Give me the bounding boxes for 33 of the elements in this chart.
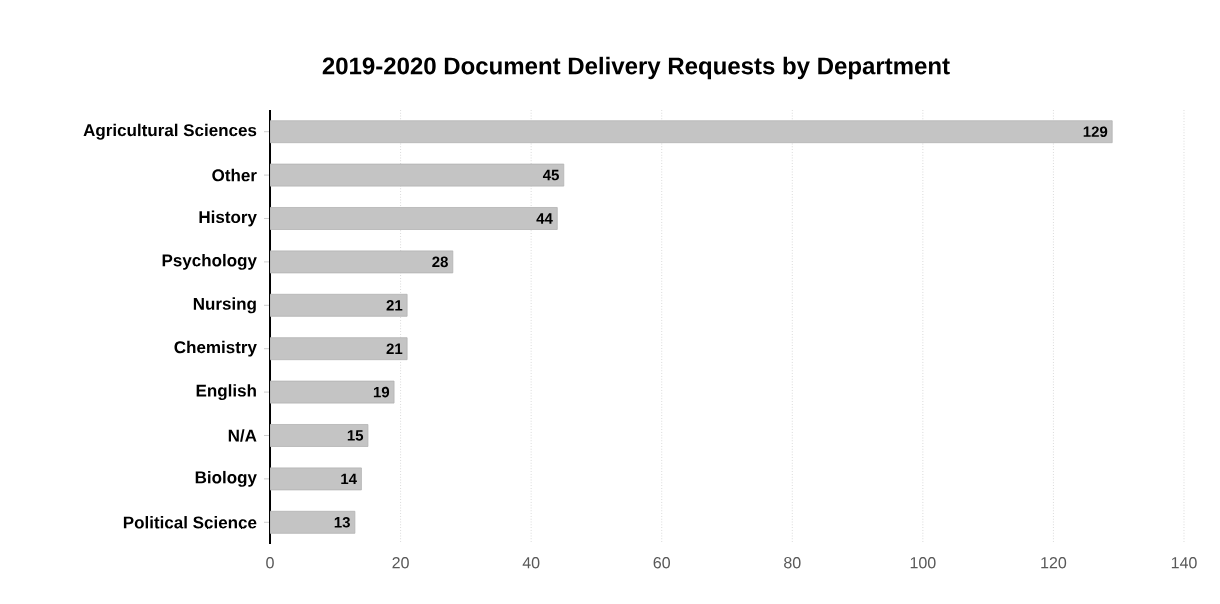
data-label: 129 <box>1083 126 1108 138</box>
x-tick-label: 120 <box>1041 557 1067 569</box>
bar <box>270 293 408 317</box>
bar <box>270 424 369 447</box>
y-tick-label: N/A <box>228 429 257 442</box>
x-tick-label: 0 <box>266 557 274 569</box>
x-tick-label: 140 <box>1171 557 1197 569</box>
y-tick-label: Biology <box>195 470 257 487</box>
data-label: 13 <box>334 516 350 528</box>
data-label: 28 <box>432 256 448 268</box>
x-tick-label: 60 <box>653 557 670 569</box>
x-tick-label: 20 <box>392 557 409 569</box>
y-tick-label: Nursing <box>193 297 256 314</box>
data-label: 15 <box>347 430 364 441</box>
bar <box>270 337 408 361</box>
bar <box>270 510 356 534</box>
y-tick-label: Psychology <box>162 253 257 270</box>
chart-title: 2019-2020 Document Delivery Requests by Department <box>322 56 950 80</box>
y-tick-label: Political Science <box>123 516 257 529</box>
y-tick-label: Other <box>212 168 257 182</box>
y-tick-label: Chemistry <box>174 340 257 357</box>
data-label: 45 <box>542 169 559 181</box>
data-label: 14 <box>341 473 357 485</box>
x-tick-label: 40 <box>522 557 540 569</box>
y-tick-label: Agricultural Sciences <box>83 123 257 140</box>
x-tick-label: 80 <box>784 557 801 569</box>
y-tick-label: English <box>196 384 256 401</box>
x-tick-label: 100 <box>910 557 936 569</box>
data-label: 44 <box>536 213 553 224</box>
data-label: 21 <box>386 300 403 311</box>
data-label: 21 <box>386 343 403 354</box>
y-tick-label: History <box>199 210 257 227</box>
data-label: 19 <box>373 386 390 398</box>
